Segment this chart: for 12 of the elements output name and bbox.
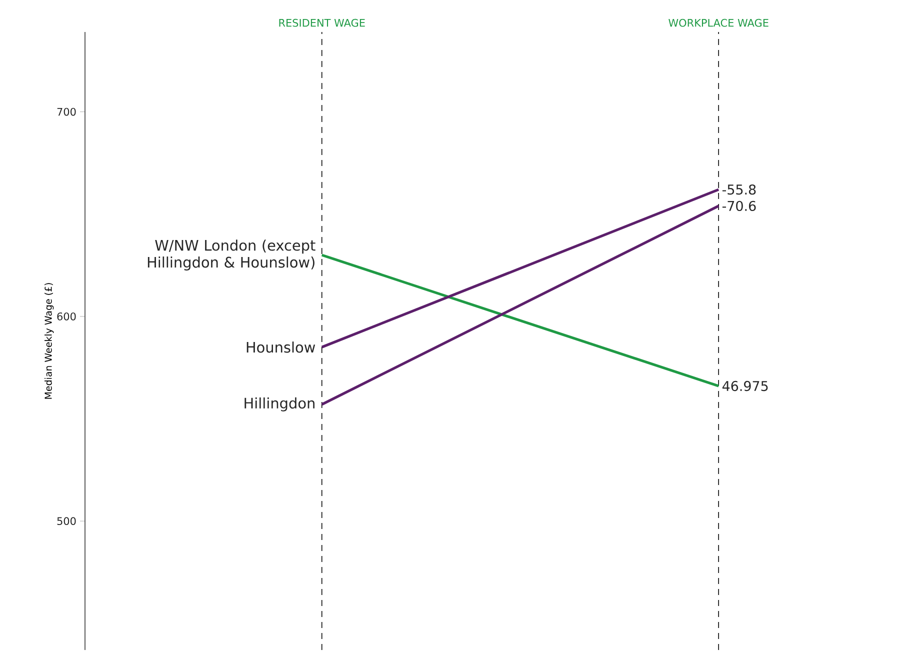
series-label: W/NW London (except Hillingdon & Hounslow) — [148, 240, 316, 270]
y-axis-title: Median Weekly Wage (£) — [44, 283, 54, 399]
x-tick-label: RESIDENT WAGE — [279, 18, 365, 27]
series-label: Hounslow — [246, 342, 316, 353]
annotation: 46.975 — [722, 380, 768, 392]
y-tick-label: 500 — [57, 517, 76, 526]
y-tick-label: 700 — [57, 108, 76, 116]
annotation: -70.6 — [722, 200, 756, 212]
series-label: Hillingdon — [244, 397, 314, 412]
annotation: -55.8 — [722, 184, 756, 195]
y-tick-label: 600 — [57, 312, 76, 320]
x-tick-label: WORKPLACE WAGE — [668, 18, 768, 27]
